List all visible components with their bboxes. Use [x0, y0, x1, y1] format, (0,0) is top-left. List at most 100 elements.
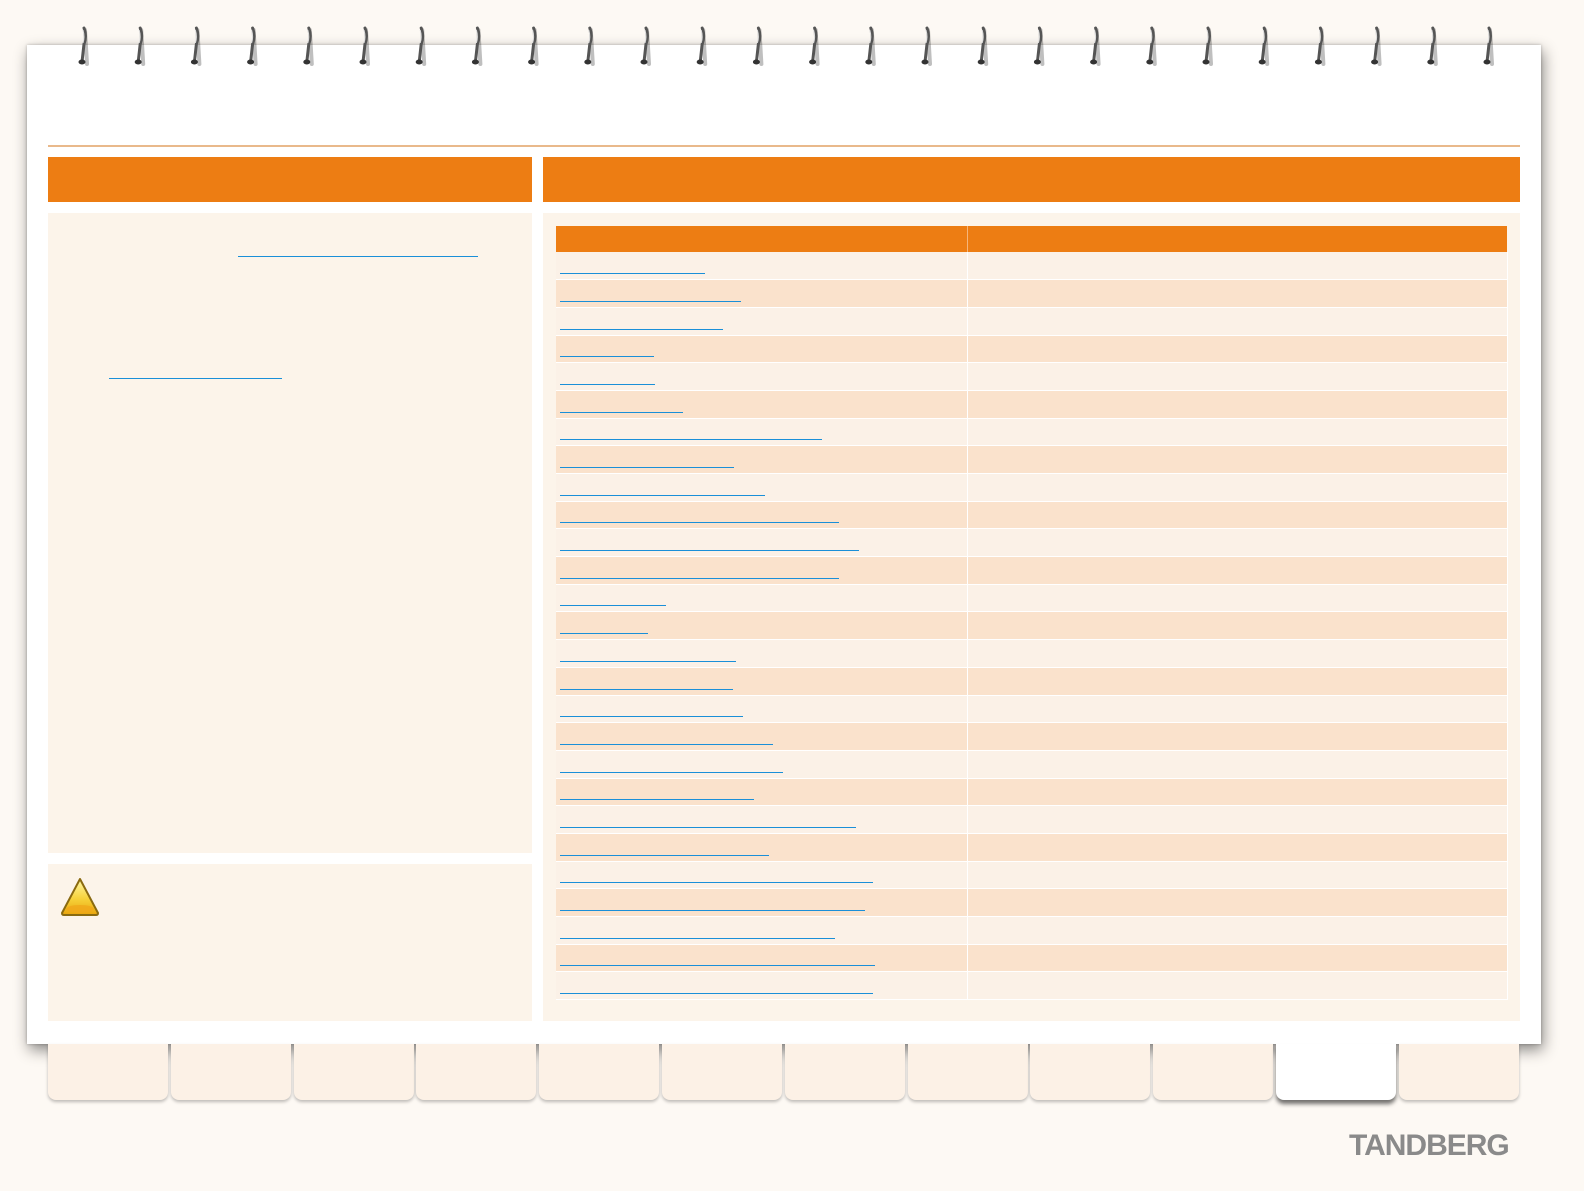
description-cell	[967, 279, 1508, 308]
command-link[interactable]	[560, 688, 733, 690]
left-panel-link-2[interactable]	[109, 378, 282, 379]
section-tab-4[interactable]	[416, 1044, 537, 1100]
description-cell	[967, 473, 1508, 502]
table-row	[556, 971, 1508, 1001]
command-link[interactable]	[560, 660, 736, 662]
section-tab-7[interactable]	[784, 1044, 905, 1100]
description-cell	[967, 611, 1508, 641]
command-link[interactable]	[560, 937, 835, 939]
right-section-header	[543, 157, 1520, 202]
command-link[interactable]	[560, 356, 654, 358]
table-row	[556, 307, 1508, 336]
command-link[interactable]	[560, 300, 741, 302]
table-row	[556, 805, 1508, 834]
description-cell	[967, 861, 1508, 890]
command-link[interactable]	[560, 273, 705, 275]
command-cell	[556, 750, 968, 779]
command-link[interactable]	[560, 439, 822, 441]
command-link[interactable]	[560, 910, 865, 911]
command-cell	[556, 528, 968, 558]
command-cell	[556, 944, 968, 973]
command-cell	[556, 888, 968, 917]
command-link[interactable]	[560, 605, 666, 607]
command-link[interactable]	[560, 467, 734, 468]
description-cell	[967, 418, 1508, 447]
command-cell	[556, 390, 968, 419]
section-tab-9[interactable]	[1030, 1044, 1151, 1100]
command-link[interactable]	[560, 771, 783, 773]
section-tab-5[interactable]	[539, 1044, 660, 1100]
command-link[interactable]	[560, 882, 873, 884]
description-cell	[967, 695, 1508, 724]
table-row	[556, 584, 1508, 613]
reference-table	[556, 226, 1508, 1001]
command-link[interactable]	[560, 799, 754, 801]
description-cell	[967, 888, 1508, 917]
description-cell	[967, 722, 1508, 751]
table-row	[556, 888, 1508, 917]
command-link[interactable]	[560, 716, 743, 718]
table-row	[556, 778, 1508, 807]
command-link[interactable]	[560, 383, 655, 385]
description-cell	[967, 805, 1508, 834]
description-cell	[967, 445, 1508, 474]
command-link[interactable]	[560, 826, 856, 828]
description-cell	[967, 335, 1508, 364]
command-link[interactable]	[560, 522, 839, 524]
table-row	[556, 611, 1508, 641]
command-cell	[556, 778, 968, 807]
section-tab-10[interactable]	[1153, 1044, 1274, 1100]
command-cell	[556, 335, 968, 364]
command-cell	[556, 639, 968, 668]
command-link[interactable]	[560, 494, 765, 496]
description-cell	[967, 916, 1508, 945]
command-cell	[556, 418, 968, 447]
table-row	[556, 833, 1508, 862]
left-content-panel	[48, 213, 532, 853]
description-cell	[967, 252, 1508, 281]
description-cell	[967, 639, 1508, 668]
section-tab-1[interactable]	[48, 1044, 168, 1100]
command-cell	[556, 695, 968, 724]
command-cell	[556, 362, 968, 391]
table-row	[556, 750, 1508, 779]
command-link[interactable]	[560, 550, 859, 552]
section-tab-11[interactable]	[1276, 1044, 1396, 1100]
note-panel	[48, 864, 532, 1021]
description-cell	[967, 944, 1508, 973]
command-link[interactable]	[560, 854, 769, 856]
command-link[interactable]	[560, 411, 683, 413]
command-link[interactable]	[560, 743, 773, 745]
section-tab-6[interactable]	[662, 1044, 782, 1100]
command-link[interactable]	[560, 577, 839, 579]
section-tab-3[interactable]	[293, 1044, 414, 1100]
tandberg-logo: TANDBERG	[1349, 1129, 1510, 1162]
table-row	[556, 916, 1508, 945]
description-cell	[967, 750, 1508, 779]
command-cell	[556, 252, 968, 281]
command-cell	[556, 445, 968, 474]
command-cell	[556, 584, 968, 613]
left-panel-link-1[interactable]	[238, 256, 478, 257]
command-cell	[556, 833, 968, 862]
table-header-cell	[967, 226, 1507, 252]
command-link[interactable]	[560, 328, 723, 330]
table-row	[556, 279, 1508, 308]
table-row	[556, 390, 1508, 419]
table-header-cell	[556, 226, 968, 252]
description-cell	[967, 833, 1508, 862]
table-row	[556, 861, 1508, 890]
command-cell	[556, 916, 968, 945]
table-row	[556, 335, 1508, 364]
command-link[interactable]	[560, 965, 875, 967]
table-row	[556, 695, 1508, 724]
left-section-header	[48, 157, 532, 202]
command-link[interactable]	[560, 993, 873, 995]
section-tab-12[interactable]	[1398, 1044, 1519, 1100]
description-cell	[967, 556, 1508, 585]
section-tab-8[interactable]	[907, 1044, 1028, 1100]
section-tab-2[interactable]	[170, 1044, 291, 1100]
command-cell	[556, 307, 968, 336]
command-link[interactable]	[560, 633, 648, 635]
table-row	[556, 528, 1508, 558]
